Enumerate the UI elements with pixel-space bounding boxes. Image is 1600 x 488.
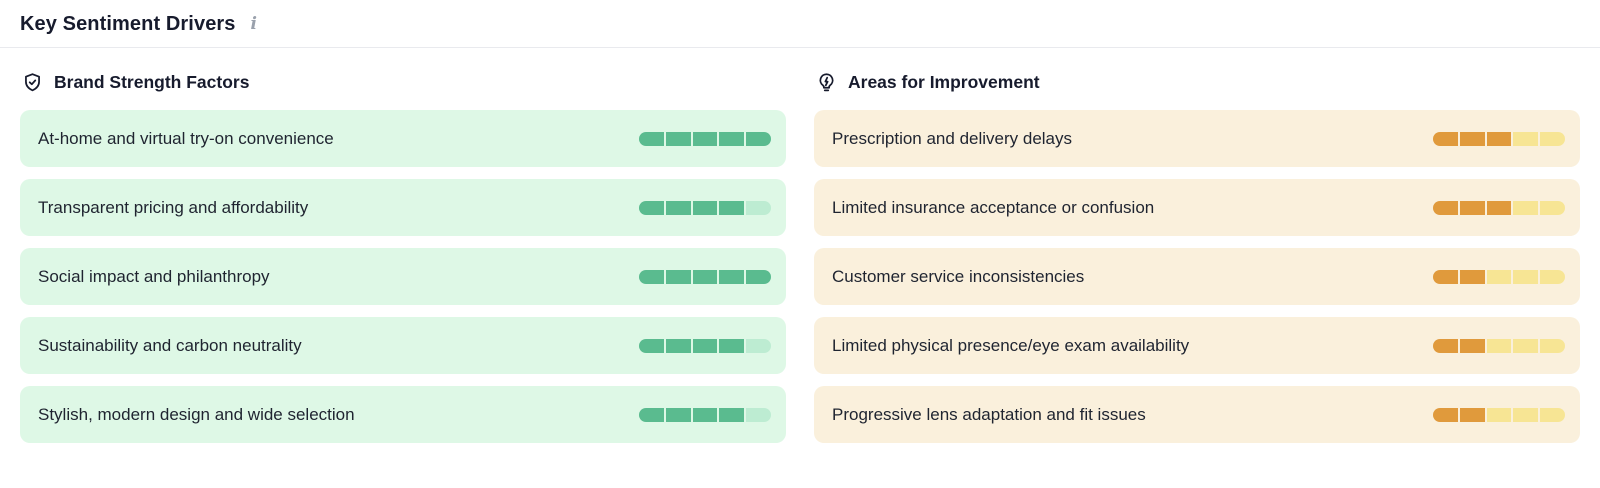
lightbulb-icon (816, 72, 837, 93)
bar-segment (665, 200, 691, 215)
score-bar (1433, 338, 1565, 353)
bar-segment (665, 269, 691, 284)
bar-segment (1540, 200, 1565, 215)
bar-segment (639, 131, 664, 146)
improvement-row: Customer service inconsistencies (814, 248, 1580, 305)
columns-container: Brand Strength Factors At-home and virtu… (0, 48, 1600, 455)
bar-segment (665, 131, 691, 146)
strength-row: Transparent pricing and affordability (20, 179, 786, 236)
strength-row: Sustainability and carbon neutrality (20, 317, 786, 374)
bar-segment (1486, 269, 1512, 284)
bar-segment (692, 200, 718, 215)
bar-segment (692, 407, 718, 422)
score-bar (639, 131, 771, 146)
score-bar (639, 200, 771, 215)
improvement-column: Areas for Improvement Prescription and d… (814, 48, 1580, 455)
bar-segment (1486, 338, 1512, 353)
bar-segment (719, 269, 745, 284)
bar-segment (665, 338, 691, 353)
bar-segment (746, 338, 771, 353)
bar-segment (1459, 269, 1485, 284)
bar-segment (665, 407, 691, 422)
bar-segment (639, 200, 664, 215)
info-icon[interactable]: i (250, 14, 257, 34)
strength-label: Sustainability and carbon neutrality (38, 335, 302, 355)
bar-segment (1486, 200, 1512, 215)
improvement-row: Progressive lens adaptation and fit issu… (814, 386, 1580, 443)
score-bar (1433, 200, 1565, 215)
bar-segment (692, 269, 718, 284)
bar-segment (1513, 407, 1539, 422)
strength-row: Stylish, modern design and wide selectio… (20, 386, 786, 443)
bar-segment (1433, 407, 1458, 422)
bar-segment (1459, 338, 1485, 353)
improvement-row: Prescription and delivery delays (814, 110, 1580, 167)
panel-title: Key Sentiment Drivers (20, 13, 236, 35)
bar-segment (1513, 200, 1539, 215)
strength-row: Social impact and philanthropy (20, 248, 786, 305)
bar-segment (1459, 200, 1485, 215)
bar-segment (1433, 200, 1458, 215)
improvement-heading-label: Areas for Improvement (848, 72, 1040, 92)
improvement-row: Limited physical presence/eye exam avail… (814, 317, 1580, 374)
bar-segment (719, 131, 745, 146)
bar-segment (1486, 131, 1512, 146)
strength-label: Transparent pricing and affordability (38, 197, 309, 217)
bar-segment (746, 131, 771, 146)
bar-segment (692, 338, 718, 353)
bar-segment (639, 338, 664, 353)
bar-segment (1433, 131, 1458, 146)
bar-segment (1513, 131, 1539, 146)
bar-segment (746, 200, 771, 215)
bar-segment (1513, 338, 1539, 353)
bar-segment (719, 338, 745, 353)
improvement-label: Limited physical presence/eye exam avail… (832, 335, 1190, 355)
bar-segment (1433, 269, 1458, 284)
improvement-label: Limited insurance acceptance or confusio… (832, 197, 1155, 217)
bar-segment (719, 407, 745, 422)
panel-header: Key Sentiment Drivers i (0, 0, 1600, 48)
strength-row: At-home and virtual try-on convenience (20, 110, 786, 167)
shield-check-icon (22, 72, 43, 93)
bar-segment (1486, 407, 1512, 422)
bar-segment (719, 200, 745, 215)
bar-segment (1540, 407, 1565, 422)
bar-segment (692, 131, 718, 146)
bar-segment (639, 269, 664, 284)
improvement-label: Prescription and delivery delays (832, 128, 1073, 148)
bar-segment (639, 407, 664, 422)
bar-segment (1513, 269, 1539, 284)
bar-segment (746, 407, 771, 422)
improvement-label: Customer service inconsistencies (832, 266, 1085, 286)
strength-label: Social impact and philanthropy (38, 266, 270, 286)
strength-label: Stylish, modern design and wide selectio… (38, 404, 355, 424)
bar-segment (1459, 407, 1485, 422)
score-bar (639, 269, 771, 284)
score-bar (1433, 131, 1565, 146)
bar-segment (1540, 338, 1565, 353)
brand-strength-heading: Brand Strength Factors (22, 72, 786, 93)
score-bar (1433, 269, 1565, 284)
score-bar (639, 338, 771, 353)
score-bar (639, 407, 771, 422)
bar-segment (746, 269, 771, 284)
improvement-label: Progressive lens adaptation and fit issu… (832, 404, 1146, 424)
bar-segment (1459, 131, 1485, 146)
improvement-row: Limited insurance acceptance or confusio… (814, 179, 1580, 236)
strength-label: At-home and virtual try-on convenience (38, 128, 334, 148)
bar-segment (1433, 338, 1458, 353)
bar-segment (1540, 131, 1565, 146)
brand-strength-column: Brand Strength Factors At-home and virtu… (20, 48, 786, 455)
improvement-heading: Areas for Improvement (816, 72, 1580, 93)
bar-segment (1540, 269, 1565, 284)
score-bar (1433, 407, 1565, 422)
brand-strength-heading-label: Brand Strength Factors (54, 72, 250, 92)
